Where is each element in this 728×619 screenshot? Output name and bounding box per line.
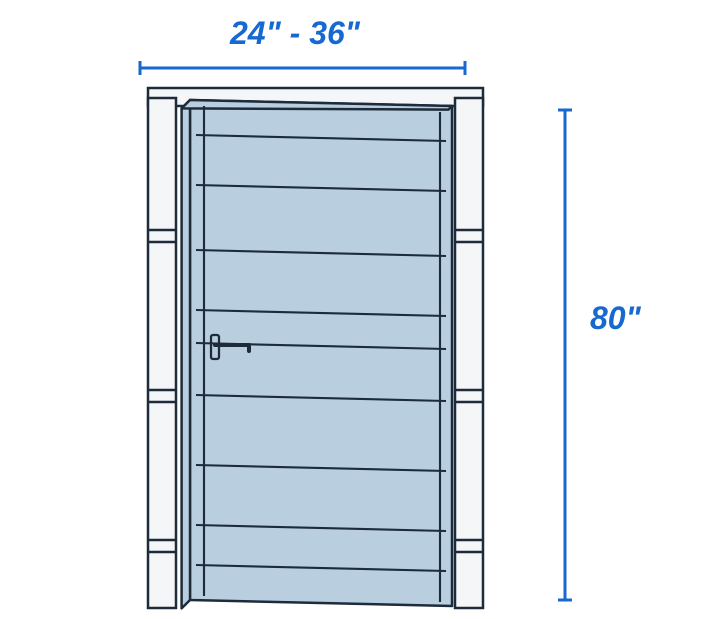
door-diagram [0,0,728,619]
